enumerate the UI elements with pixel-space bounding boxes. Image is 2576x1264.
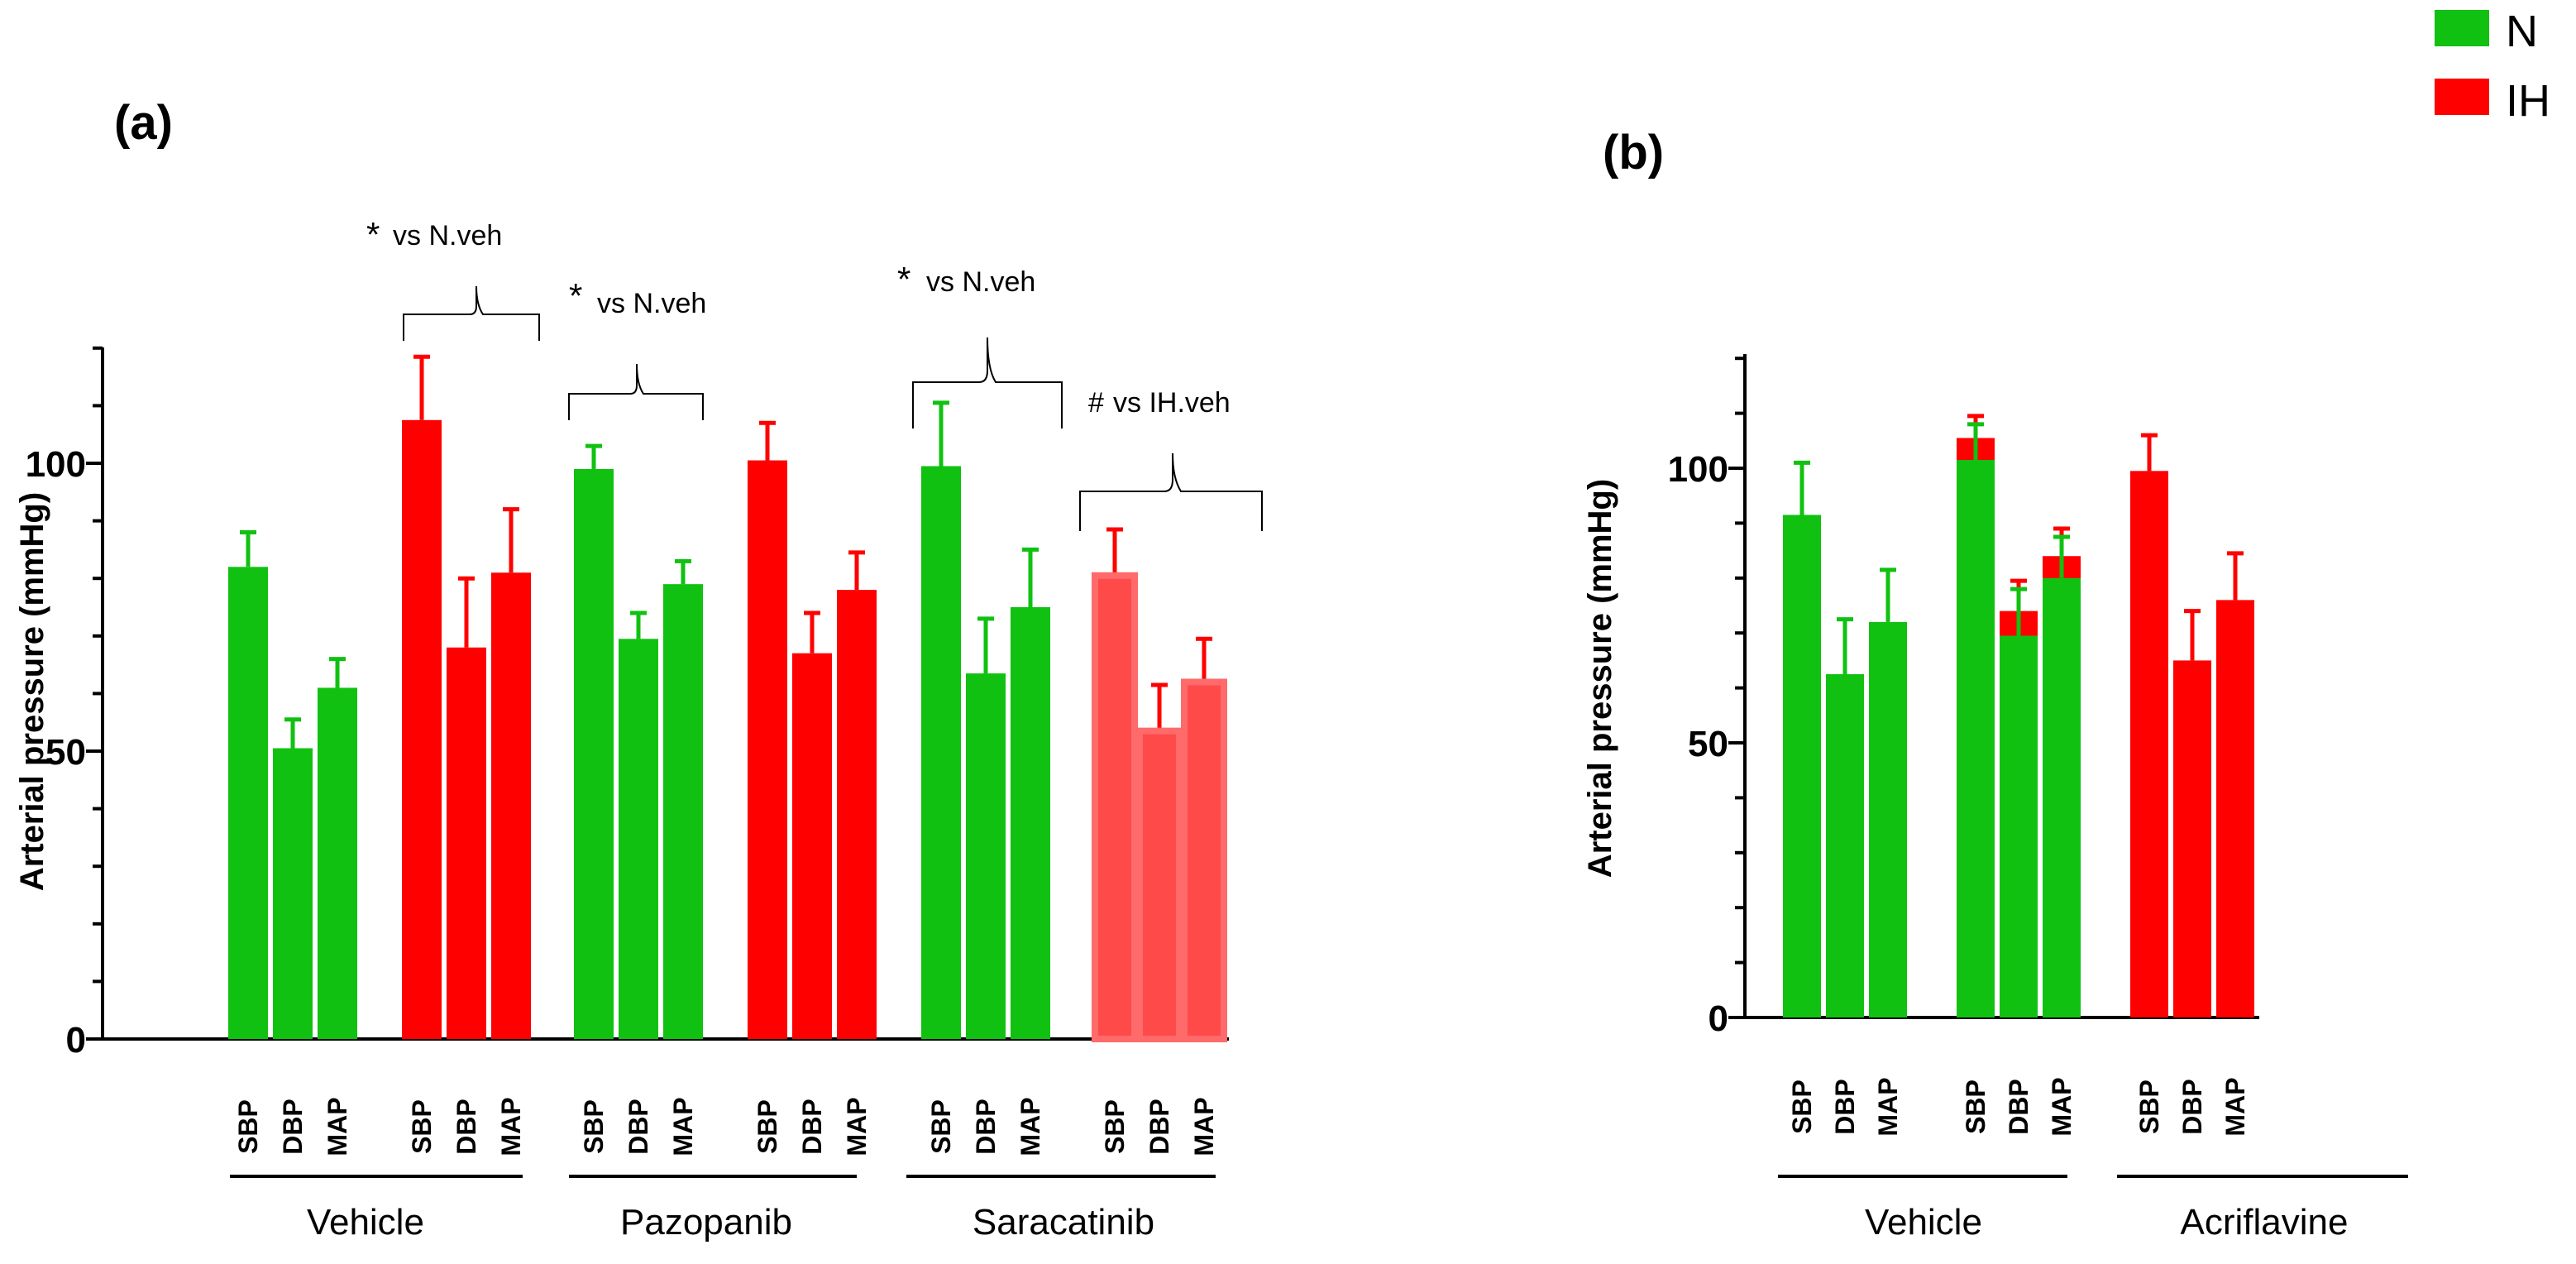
panel-a-annotation-4: # vs IH.veh (1079, 387, 1263, 531)
x-tick-label: SBP (579, 1099, 609, 1154)
x-tick-label: MAP (842, 1097, 872, 1156)
bar (1957, 460, 1995, 1017)
y-tick-label: 50 (1688, 724, 1728, 764)
panel-b-label: (b) (1603, 126, 1664, 180)
bar (2000, 635, 2038, 1017)
panel-a-annotation-1: * vs N.veh (366, 215, 540, 341)
panel-b-plot-area: 0 50 100 SBP DBP MAP SBP DBP MAP Vehicle SBP DBP MAP… (1668, 354, 2408, 1242)
x-tick-label: MAP (668, 1097, 698, 1156)
x-tick-label: MAP (2047, 1077, 2077, 1136)
bar (402, 419, 442, 1039)
legend-label-ih: IH (2506, 76, 2550, 126)
group-label: Vehicle (1865, 1202, 1982, 1242)
x-tick-label: DBP (2004, 1079, 2034, 1135)
x-tick-label: DBP (1145, 1099, 1174, 1155)
bar (966, 673, 1006, 1039)
annotation-symbol: * (366, 215, 380, 254)
bar (1181, 678, 1227, 1042)
bar (748, 460, 787, 1039)
x-tick-label: DBP (971, 1099, 1001, 1155)
annotation-brace (1079, 452, 1263, 531)
annotation-text: vs N.veh (393, 220, 502, 251)
bar (2216, 600, 2254, 1017)
panel-a: (a) Arterial pressure (mmHg) 0 50 100 SBP DB… (14, 96, 1263, 1242)
x-tick-label: DBP (452, 1099, 481, 1155)
annotation-symbol: # (1088, 387, 1104, 419)
legend: N IH (2435, 7, 2550, 126)
bar (1783, 515, 1821, 1017)
annotation-brace (912, 337, 1063, 429)
x-tick-label: MAP (2047, 1077, 2077, 1136)
x-tick-label: SBP (1100, 1099, 1130, 1154)
bar (792, 653, 832, 1039)
legend-swatch-ih (2435, 79, 2489, 115)
panel-b: (b) Arterial pressure (mmHg) 0 50 100 SBP DB… (1582, 126, 2408, 1242)
x-tick-label: MAP (1873, 1077, 1903, 1136)
x-tick-label: MAP (323, 1097, 352, 1156)
y-tick-label: 100 (26, 444, 86, 485)
bar (2173, 660, 2211, 1017)
x-tick-label: SBP (407, 1099, 437, 1154)
bar (2130, 471, 2168, 1017)
x-tick-label: DBP (278, 1099, 308, 1155)
legend-swatch-n (2435, 10, 2489, 46)
group-label: Pazopanib (620, 1202, 792, 1242)
panel-a-annotation-3: * vs N.veh (897, 260, 1063, 429)
annotation-text: vs IH.veh (1113, 387, 1231, 419)
x-tick-label: SBP (1961, 1080, 1991, 1134)
bar (273, 748, 313, 1039)
bar (921, 466, 961, 1039)
panel-a-plot-area: 0 50 100 SBP DBP MAP SBP DBP MAP Vehicle SBP DBP MAP… (26, 346, 1229, 1242)
y-tick-label: 0 (1709, 998, 1728, 1039)
bar (663, 584, 703, 1039)
x-tick-label: SBP (2134, 1080, 2164, 1134)
bar (574, 468, 614, 1039)
bar (2043, 577, 2081, 1017)
bar (228, 567, 268, 1039)
x-tick-label: SBP (233, 1099, 263, 1154)
bar (1869, 621, 1907, 1017)
bar (837, 590, 877, 1039)
panel-b-y-axis-title: Arterial pressure (mmHg) (1582, 479, 1618, 878)
panel-a-label: (a) (114, 96, 173, 150)
bar (619, 639, 658, 1039)
legend-label-n: N (2506, 7, 2538, 56)
x-tick-label: SBP (1787, 1080, 1817, 1134)
x-tick-label: SBP (753, 1099, 782, 1154)
bar (318, 687, 357, 1039)
x-tick-label: DBP (1830, 1079, 1860, 1135)
bar (447, 647, 486, 1039)
panel-a-annotation-2: * vs N.veh (568, 276, 706, 420)
x-tick-label: DBP (797, 1099, 827, 1155)
bar (1826, 674, 1864, 1017)
x-tick-label: SBP (926, 1099, 956, 1154)
bar (1011, 607, 1050, 1039)
x-tick-label: MAP (1016, 1097, 1045, 1156)
group-label: Saracatinib (973, 1202, 1154, 1242)
annotation-text: vs N.veh (597, 288, 706, 319)
panel-a-y-axis-title: Arterial pressure (mmHg) (14, 492, 50, 891)
y-tick-label: 0 (66, 1020, 86, 1061)
group-label: Acriflavine (2181, 1202, 2349, 1242)
annotation-text: vs N.veh (926, 266, 1035, 298)
x-tick-label: DBP (624, 1099, 653, 1155)
x-tick-label: DBP (2177, 1079, 2207, 1135)
x-tick-label: MAP (496, 1097, 526, 1156)
annotation-brace (403, 285, 540, 341)
bar (491, 572, 531, 1039)
annotation-brace (568, 363, 704, 420)
bar (1092, 572, 1138, 1042)
x-tick-label: MAP (1189, 1097, 1219, 1156)
annotation-symbol: * (897, 260, 910, 299)
annotation-symbol: * (569, 276, 582, 315)
x-tick-label: MAP (2220, 1077, 2250, 1136)
y-tick-label: 100 (1668, 449, 1728, 490)
x-tick-label: DBP (2004, 1079, 2034, 1135)
group-label: Vehicle (307, 1202, 424, 1242)
x-tick-label: SBP (1961, 1080, 1991, 1134)
y-tick-label: 50 (45, 732, 86, 773)
bar (1136, 727, 1183, 1042)
